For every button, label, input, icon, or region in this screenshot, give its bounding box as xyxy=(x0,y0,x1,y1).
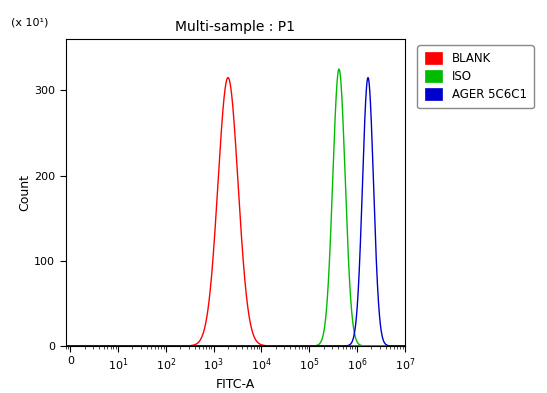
Text: (x 10¹): (x 10¹) xyxy=(11,17,49,27)
Y-axis label: Count: Count xyxy=(18,174,31,211)
X-axis label: FITC-A: FITC-A xyxy=(216,378,255,391)
Title: Multi-sample : P1: Multi-sample : P1 xyxy=(175,20,295,34)
Legend: BLANK, ISO, AGER 5C6C1: BLANK, ISO, AGER 5C6C1 xyxy=(417,45,534,108)
